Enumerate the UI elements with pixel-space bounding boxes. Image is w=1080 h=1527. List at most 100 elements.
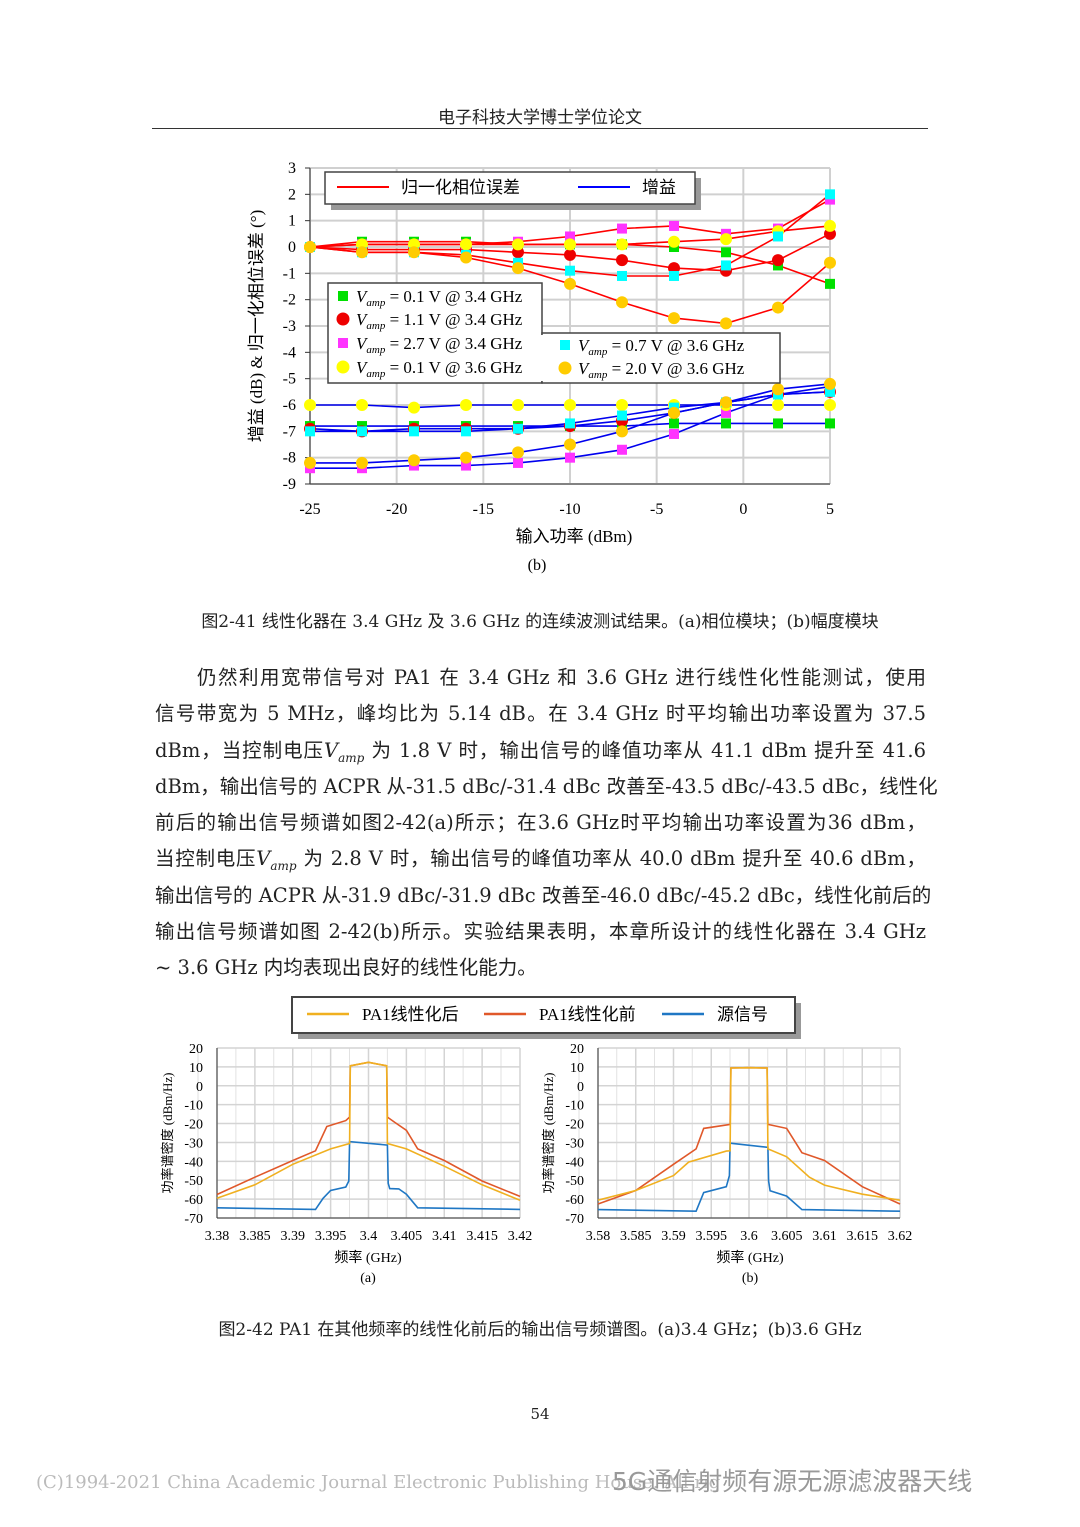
x-tick-label: -5 bbox=[650, 501, 663, 518]
y-tick-label: -50 bbox=[565, 1174, 584, 1189]
x-tick-label: 0 bbox=[739, 501, 747, 518]
gain-phase-chart: -25 -20 -15 -10 -5 0 5 3 2 1 0 -1 -2 -3 -4 -5 -6 -7 -8 -9 输入… bbox=[247, 160, 836, 574]
x-tick-label: 3.415 bbox=[466, 1229, 498, 1244]
spectrum-line bbox=[216, 1140, 521, 1211]
data-marker-circle bbox=[356, 456, 368, 469]
data-marker-square bbox=[721, 247, 731, 258]
data-marker-square bbox=[773, 418, 783, 429]
y-tick-label: -10 bbox=[565, 1099, 584, 1114]
legend-joint bbox=[540, 335, 544, 381]
x-tick-label: 3.4 bbox=[360, 1229, 378, 1244]
data-marker-square bbox=[721, 260, 731, 271]
y-tick-label: -8 bbox=[283, 450, 296, 467]
data-marker-square bbox=[565, 418, 575, 429]
y-tick-label: -10 bbox=[184, 1099, 203, 1114]
x-tick-label: 3.6 bbox=[740, 1229, 758, 1244]
x-tick-label: 3.39 bbox=[281, 1229, 306, 1244]
text-run: amp bbox=[338, 750, 365, 765]
data-marker-circle bbox=[668, 235, 680, 248]
x-tick-label: -20 bbox=[386, 501, 407, 518]
x-tick-label: 3.42 bbox=[508, 1229, 533, 1244]
y-tick-label: -70 bbox=[565, 1212, 584, 1227]
y-tick-label: 0 bbox=[577, 1080, 584, 1095]
data-marker-circle bbox=[616, 238, 628, 251]
y-tick-label: -6 bbox=[283, 397, 296, 414]
paragraph-line: 当控制电压Vamp 为 2.8 V 时，输出信号的峰值功率从 40.0 dBm … bbox=[155, 841, 926, 877]
data-marker-circle bbox=[616, 296, 628, 309]
data-marker-circle bbox=[824, 377, 836, 390]
y-tick-label: 20 bbox=[189, 1042, 203, 1057]
legend-text-run: = 2.7 V @ 3.4 GHz bbox=[385, 334, 522, 353]
data-marker-circle bbox=[304, 399, 316, 411]
data-marker-circle bbox=[564, 238, 576, 251]
data-marker-circle bbox=[772, 399, 784, 411]
x-tick-label: 3.62 bbox=[888, 1229, 913, 1244]
legend-text-run: amp bbox=[366, 320, 385, 332]
subfigure-label: (b) bbox=[528, 557, 547, 574]
legend-label: 源信号 bbox=[717, 1005, 768, 1024]
data-marker-circle bbox=[304, 456, 316, 469]
x-tick-label: 5 bbox=[826, 501, 834, 518]
x-tick-label: 3.385 bbox=[239, 1229, 271, 1244]
data-marker-circle bbox=[408, 401, 420, 414]
text-run: ~ 3.6 GHz 内均表现出良好的线性化能力。 bbox=[155, 956, 537, 980]
data-marker-circle bbox=[824, 256, 836, 269]
data-marker-square bbox=[565, 452, 575, 463]
x-tick-label: 3.41 bbox=[432, 1229, 457, 1244]
x-tick-label: 3.615 bbox=[847, 1229, 879, 1244]
header-rule bbox=[152, 128, 928, 129]
x-axis-label: 输入功率 (dBm) bbox=[516, 527, 633, 546]
legend-marker-square bbox=[338, 338, 348, 348]
x-tick-label: 3.595 bbox=[696, 1229, 728, 1244]
y-tick-label: -60 bbox=[565, 1193, 584, 1208]
x-axis-label: 频率 (GHz) bbox=[334, 1249, 402, 1266]
data-marker-circle bbox=[564, 399, 576, 411]
y-tick-label: 2 bbox=[288, 186, 296, 203]
y-tick-label: -60 bbox=[184, 1193, 203, 1208]
data-marker-circle bbox=[824, 399, 836, 411]
text-run: 仍然利用宽带信号对 PA1 在 3.4 GHz 和 3.6 GHz 进行线性化性… bbox=[197, 666, 926, 689]
legend-text-run: amp bbox=[366, 368, 385, 380]
legend-text-run: amp bbox=[588, 369, 607, 381]
y-tick-label: -30 bbox=[565, 1136, 584, 1151]
y-tick-label: -40 bbox=[565, 1155, 584, 1170]
data-marker-circle bbox=[460, 251, 472, 264]
legend-text-run: V bbox=[578, 359, 591, 378]
legend-label: 增益 bbox=[642, 178, 676, 197]
legend-text-run: V bbox=[578, 336, 591, 355]
y-tick-label: 3 bbox=[288, 160, 296, 177]
x-tick-label: 3.405 bbox=[391, 1229, 423, 1244]
data-marker-square bbox=[461, 460, 471, 471]
figure-2-42-caption: 图2-42 PA1 在其他频率的线性化前后的输出信号频谱图。(a)3.4 GHz… bbox=[218, 1320, 862, 1340]
data-marker-square bbox=[357, 426, 367, 437]
text-run: 当控制电压 bbox=[155, 847, 257, 871]
data-marker-circle bbox=[408, 454, 420, 467]
y-tick-label: -20 bbox=[184, 1118, 203, 1133]
marker-legend-left bbox=[327, 282, 543, 384]
data-marker-square bbox=[669, 270, 679, 281]
data-marker-circle bbox=[460, 238, 472, 251]
spectrum-legend bbox=[291, 996, 796, 1034]
data-marker-circle bbox=[408, 246, 420, 259]
data-marker-circle bbox=[616, 425, 628, 438]
text-run: 前后的输出信号频谱如图2-42(a)所示；在3.6 GHz时平均输出功率设置为3… bbox=[155, 811, 926, 835]
legend-text-run: = 2.0 V @ 3.6 GHz bbox=[607, 359, 744, 378]
data-marker-square bbox=[773, 231, 783, 242]
data-marker-circle bbox=[772, 301, 784, 314]
data-marker-square bbox=[565, 265, 575, 276]
data-marker-circle bbox=[460, 399, 472, 411]
data-marker-circle bbox=[512, 238, 524, 251]
y-tick-label: -7 bbox=[283, 423, 296, 440]
spectrum-charts: PA1线性化后 PA1线性化前 源信号 3.38 3.385 3.39 3.395 3.4 3.… bbox=[160, 996, 913, 1286]
figure-2-41-caption: 图2-41 线性化器在 3.4 GHz 及 3.6 GHz 的连续波测试结果。(… bbox=[201, 612, 879, 632]
x-axis-label: 频率 (GHz) bbox=[716, 1249, 784, 1266]
data-marker-circle bbox=[668, 312, 680, 325]
y-tick-label: -2 bbox=[283, 292, 296, 309]
legend-text-run: amp bbox=[366, 344, 385, 356]
legend-text-run: V bbox=[356, 334, 369, 353]
data-marker-circle bbox=[616, 254, 628, 267]
data-marker-circle bbox=[668, 406, 680, 419]
x-tick-label: 3.585 bbox=[620, 1229, 652, 1244]
legend-text-run: V bbox=[356, 358, 369, 377]
legend-text-run: = 1.1 V @ 3.4 GHz bbox=[385, 310, 522, 329]
